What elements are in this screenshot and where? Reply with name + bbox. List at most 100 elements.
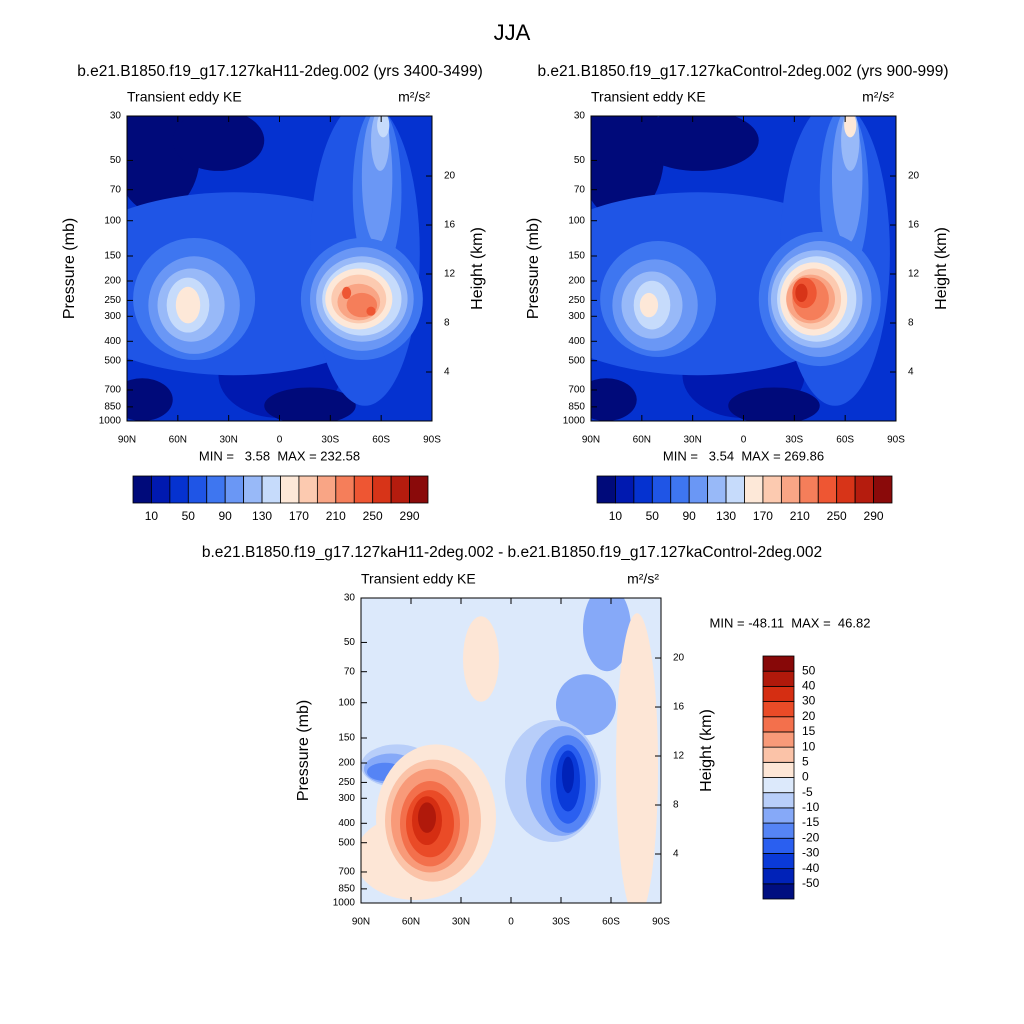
y-tick-label: 200 (338, 758, 355, 769)
y-tick-label: 500 (104, 355, 121, 366)
y-tick-label: 100 (338, 697, 355, 708)
colorbar-box (762, 807, 795, 824)
y-tick-label: 1000 (99, 416, 122, 427)
y2-axis-label: Height (km) (469, 227, 486, 310)
colorbar-box (390, 475, 410, 504)
contour-fill (127, 378, 173, 421)
y-tick-label: 30 (110, 111, 122, 122)
y2-tick-label: 4 (908, 367, 914, 378)
x-tick-label: 30S (785, 435, 803, 446)
y-tick-label: 500 (338, 837, 355, 848)
y-tick-label: 50 (574, 155, 586, 166)
y-tick-label: 700 (104, 385, 121, 396)
y2-tick-label: 12 (444, 269, 456, 280)
x-tick-label: 30N (219, 435, 237, 446)
y2-tick-label: 16 (444, 220, 456, 231)
x-tick-label: 0 (277, 435, 283, 446)
y-tick-label: 30 (344, 593, 356, 604)
y-axis-label: Pressure (mb) (525, 218, 542, 319)
panel-title: b.e21.B1850.f19_g17.127kaH11-2deg.002 - … (202, 544, 822, 561)
stats: MIN = -48.11 MAX = 46.82 (710, 615, 871, 630)
colorbar-box (169, 475, 189, 504)
y-tick-label: 300 (568, 311, 585, 322)
colorbar-label: 40 (802, 679, 816, 693)
colorbar-label: 30 (802, 694, 816, 708)
contour-fill (264, 387, 356, 421)
colorbar-label: -5 (802, 785, 813, 799)
y-tick-label: 250 (104, 295, 121, 306)
x-tick-label: 60S (602, 917, 620, 928)
colorbar-label: 15 (802, 724, 816, 738)
panel-title: b.e21.B1850.f19_g17.127kaH11-2deg.002 (y… (77, 63, 483, 80)
colorbar-box (762, 701, 795, 718)
colorbar-box (596, 475, 616, 504)
y2-tick-label: 12 (673, 751, 685, 762)
colorbar-label: 50 (646, 509, 660, 523)
colorbar-label: -15 (802, 815, 820, 829)
colorbar-box (762, 883, 795, 900)
x-tick-label: 0 (741, 435, 747, 446)
left-label: Transient eddy KE (127, 89, 242, 105)
y-tick-label: 250 (568, 295, 585, 306)
x-tick-label: 90S (652, 917, 670, 928)
colorbar-box (817, 475, 838, 504)
colorbar-label: 10 (802, 739, 816, 753)
colorbar-box (670, 475, 690, 504)
y-tick-label: 70 (110, 184, 122, 195)
colorbar-box (854, 475, 874, 504)
colorbar-box (780, 475, 801, 504)
x-tick-label: 60N (402, 917, 420, 928)
stats: MIN = 3.54 MAX = 269.86 (663, 448, 824, 463)
contour-fill (795, 283, 808, 303)
x-tick-label: 30N (452, 917, 470, 928)
x-tick-label: 60N (633, 435, 651, 446)
contour-fill (639, 292, 659, 318)
colorbar-box (725, 475, 745, 504)
y2-tick-label: 20 (673, 653, 685, 664)
left-label: Transient eddy KE (591, 89, 706, 105)
colorbar-label: -10 (802, 800, 820, 814)
y-tick-label: 200 (104, 276, 121, 287)
y2-tick-label: 4 (673, 849, 679, 860)
contour-fill (562, 756, 574, 794)
colorbar-label: 0 (802, 770, 809, 784)
colorbar-box (762, 777, 795, 794)
figure-title: JJA (494, 20, 531, 45)
colorbar-label: 50 (182, 509, 196, 523)
y2-axis-label: Height (km) (698, 709, 715, 792)
y-tick-label: 1000 (563, 416, 586, 427)
contour-fill (636, 116, 759, 171)
colorbar-box (762, 822, 795, 839)
contour-field (591, 116, 896, 421)
y-tick-label: 700 (568, 385, 585, 396)
colorbar-box (762, 716, 795, 733)
contour-fill (583, 598, 631, 672)
colorbar-box (873, 475, 893, 504)
contour-fill (591, 378, 637, 421)
y-tick-label: 300 (104, 311, 121, 322)
y-tick-label: 100 (568, 215, 585, 226)
y-tick-label: 150 (338, 733, 355, 744)
y-tick-label: 500 (568, 355, 585, 366)
x-tick-label: 30S (552, 917, 570, 928)
x-tick-label: 60S (836, 435, 854, 446)
colorbar-box (836, 475, 856, 504)
x-tick-label: 30S (321, 435, 339, 446)
y-tick-label: 30 (574, 111, 586, 122)
y-tick-label: 1000 (333, 898, 356, 909)
contour-fill (463, 616, 499, 702)
y2-tick-label: 20 (444, 171, 456, 182)
contour-fill (342, 286, 352, 299)
y-tick-label: 150 (568, 251, 585, 262)
contour-fill (556, 674, 616, 736)
colorbar-box (762, 670, 795, 687)
colorbar-label: -40 (802, 861, 820, 875)
colorbar-label: 170 (289, 509, 309, 523)
colorbar-box (762, 475, 782, 504)
colorbar-label: 250 (363, 509, 383, 523)
colorbar-label: 20 (802, 709, 816, 723)
x-tick-label: 90N (352, 917, 370, 928)
y-tick-label: 850 (568, 402, 585, 413)
y-tick-label: 850 (104, 402, 121, 413)
colorbar-label: 210 (790, 509, 810, 523)
